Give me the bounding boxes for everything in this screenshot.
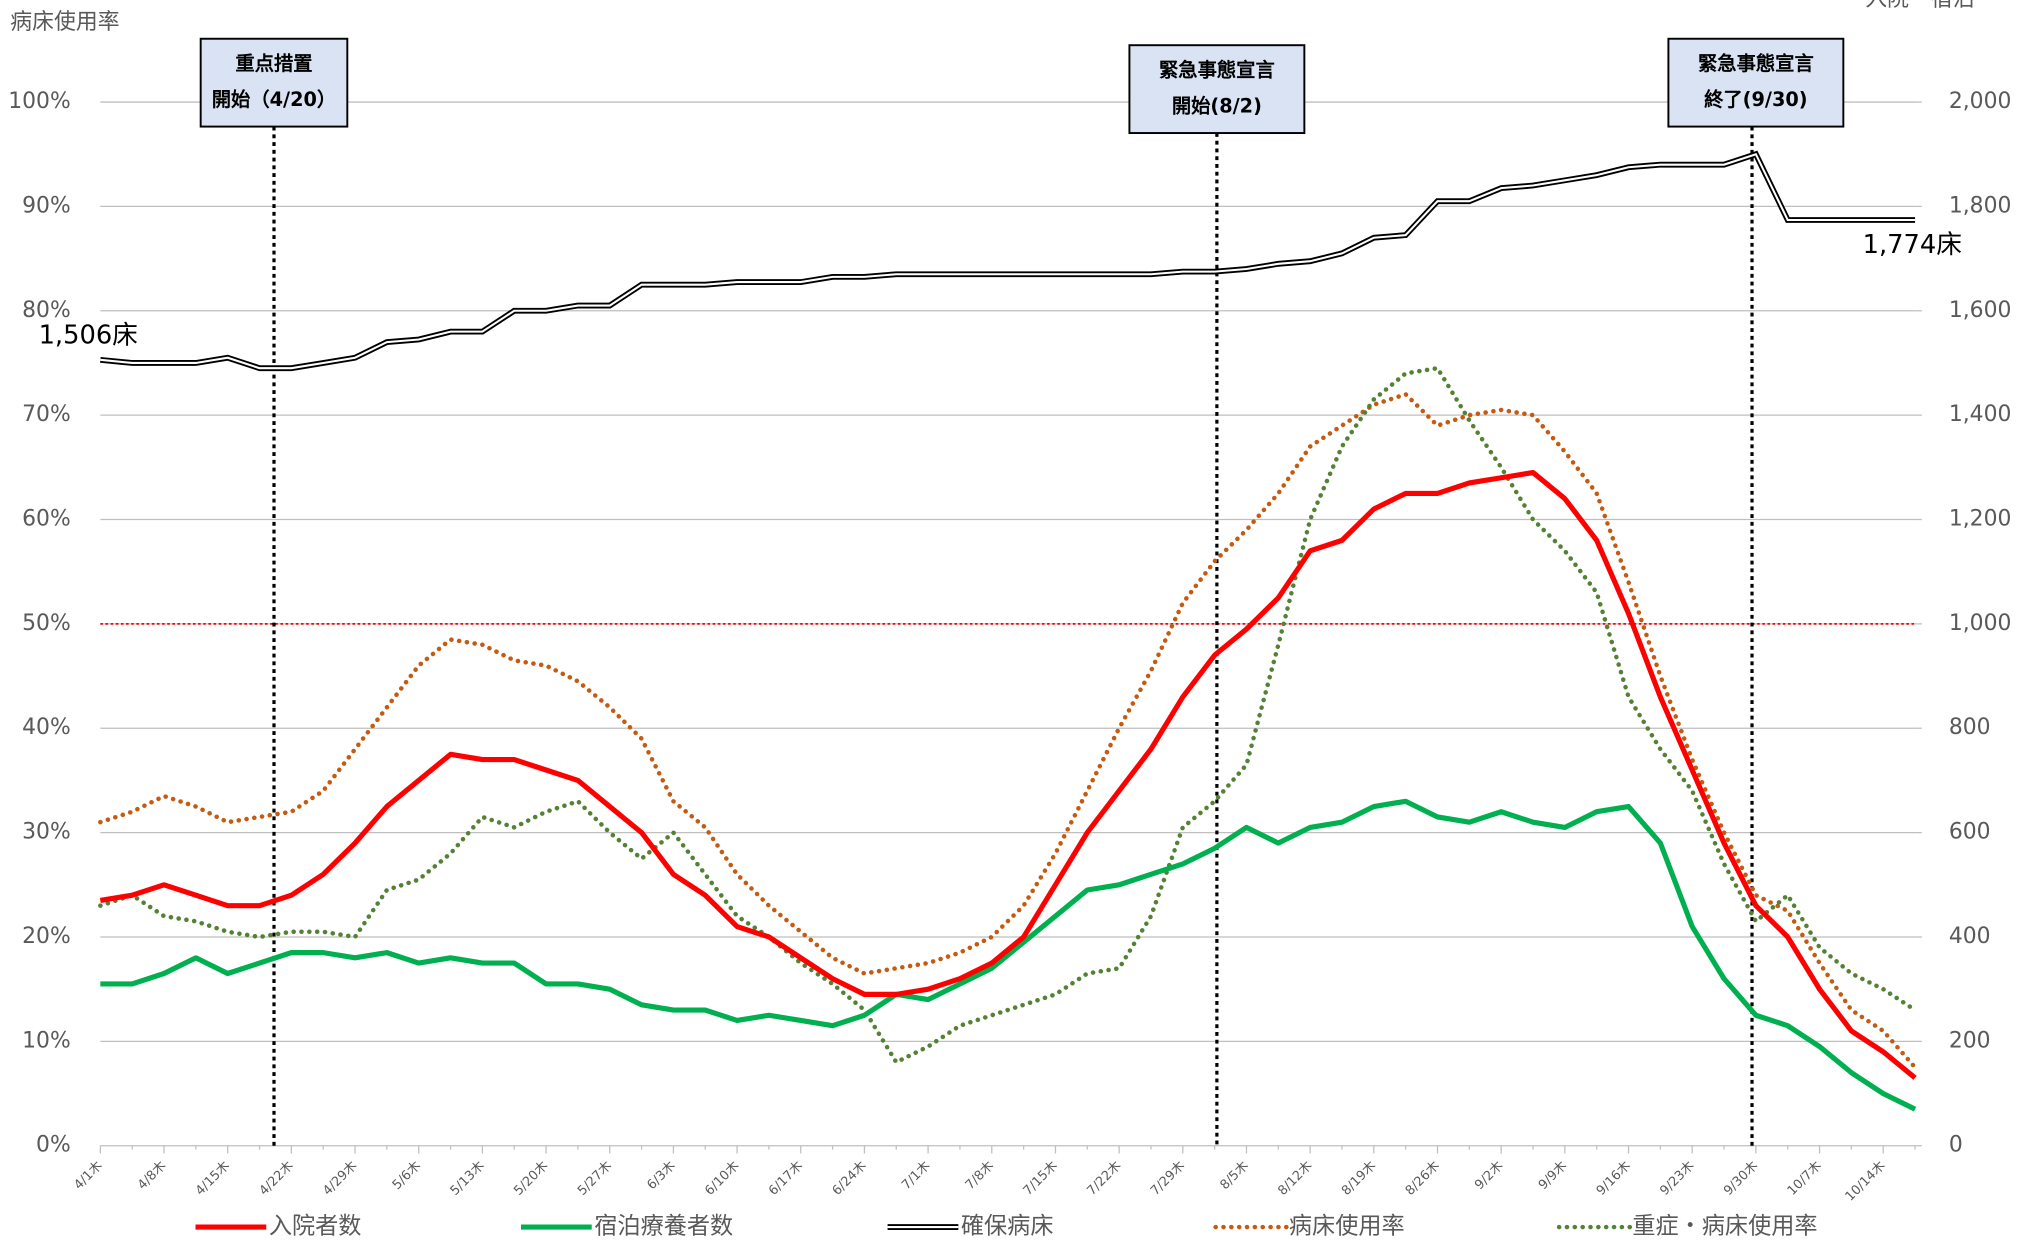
event-label: 緊急事態宣言 — [1159, 59, 1275, 82]
x-tick-label: 5/6木 — [390, 1158, 424, 1193]
bed-label: 1,774床 — [1863, 230, 1962, 260]
series-line — [99, 469, 1917, 1080]
y-tick-label: 50% — [22, 611, 71, 636]
y-tick-label: 80% — [22, 298, 71, 323]
x-tick-label: 7/29木 — [1148, 1158, 1188, 1198]
legend-label: 宿泊療養者数 — [594, 1213, 733, 1240]
y2-tick-label: 2,000 — [1949, 89, 2012, 114]
x-tick-label: 4/8木 — [135, 1158, 169, 1193]
y2-tick-label: 600 — [1949, 820, 1991, 845]
series-line-inner — [100, 152, 1916, 370]
y-tick-label: 0% — [36, 1133, 71, 1158]
y-tick-label: 40% — [22, 715, 71, 740]
x-tick-label: 7/1木 — [899, 1158, 933, 1193]
y2-tick-label: 1,600 — [1949, 298, 2012, 323]
y-tick-label: 10% — [22, 1028, 71, 1053]
y-tick-label: 60% — [22, 506, 71, 531]
x-tick-label: 7/8木 — [963, 1158, 997, 1193]
x-tick-label: 7/22木 — [1084, 1158, 1124, 1198]
x-tick-label: 6/3木 — [644, 1158, 678, 1193]
event-label: 緊急事態宣言 — [1698, 52, 1814, 75]
legend-label: 確保病床 — [961, 1213, 1054, 1240]
x-tick-label: 5/27木 — [575, 1158, 615, 1198]
x-tick-label: 4/22木 — [257, 1158, 297, 1198]
y-tick-label: 20% — [22, 924, 71, 949]
event-label: 開始（4/20） — [212, 88, 336, 111]
event-label: 開始(8/2) — [1172, 95, 1262, 118]
y-tick-label: 90% — [22, 193, 71, 218]
legend-label: 重症・病床使用率 — [1632, 1213, 1817, 1240]
y2-tick-label: 200 — [1949, 1028, 1991, 1053]
x-tick-label: 9/23木 — [1657, 1158, 1697, 1198]
y2-tick-label: 1,800 — [1949, 193, 2012, 218]
y2-tick-label: 1,400 — [1949, 402, 2012, 427]
y-axis-label: 病床使用率 — [10, 10, 119, 35]
series-line — [98, 391, 1918, 1070]
event-box — [1128, 44, 1306, 135]
series-line — [100, 798, 1917, 1112]
x-tick-label: 5/20木 — [511, 1158, 551, 1198]
y-tick-label: 30% — [22, 820, 71, 845]
x-tick-label: 6/17木 — [766, 1158, 806, 1198]
event-label: 終了(9/30) — [1704, 88, 1808, 111]
x-tick-label: 9/30木 — [1721, 1158, 1761, 1198]
event-box — [1667, 37, 1845, 128]
y2-tick-label: 1,200 — [1949, 506, 2012, 531]
x-tick-label: 10/7木 — [1785, 1158, 1825, 1198]
x-tick-label: 5/13木 — [448, 1158, 488, 1198]
x-tick-label: 8/26木 — [1403, 1158, 1443, 1198]
x-tick-label: 8/5木 — [1217, 1158, 1251, 1193]
x-tick-label: 4/29木 — [320, 1158, 360, 1198]
x-tick-label: 9/2木 — [1472, 1158, 1506, 1193]
legend-label: 入院者数 — [269, 1213, 362, 1240]
x-tick-label: 4/15木 — [193, 1158, 233, 1198]
x-tick-label: 6/10木 — [702, 1158, 742, 1198]
x-tick-label: 8/12木 — [1275, 1158, 1315, 1198]
x-tick-label: 10/14木 — [1843, 1158, 1889, 1204]
x-tick-label: 7/15木 — [1021, 1158, 1061, 1198]
legend-label: 病床使用率 — [1289, 1213, 1405, 1240]
y2-tick-label: 800 — [1949, 715, 1991, 740]
y-tick-label: 70% — [22, 402, 71, 427]
event-label: 重点措置 — [235, 52, 312, 75]
series-line — [100, 150, 1916, 372]
x-tick-label: 8/19木 — [1339, 1158, 1379, 1198]
event-box — [199, 37, 349, 128]
series-line — [98, 365, 1918, 1066]
y2-axis-label: 入院・宿泊 — [1865, 0, 1974, 12]
x-tick-label: 6/24木 — [830, 1158, 870, 1198]
x-tick-label: 9/9木 — [1536, 1158, 1570, 1193]
y-tick-label: 100% — [8, 89, 71, 114]
y2-tick-label: 400 — [1949, 924, 1991, 949]
bed-label: 1,506床 — [39, 320, 138, 350]
y2-tick-label: 1,000 — [1949, 611, 2012, 636]
x-tick-label: 4/1木 — [71, 1158, 105, 1193]
y2-tick-label: 0 — [1949, 1133, 1963, 1158]
x-tick-label: 9/16木 — [1594, 1158, 1634, 1198]
